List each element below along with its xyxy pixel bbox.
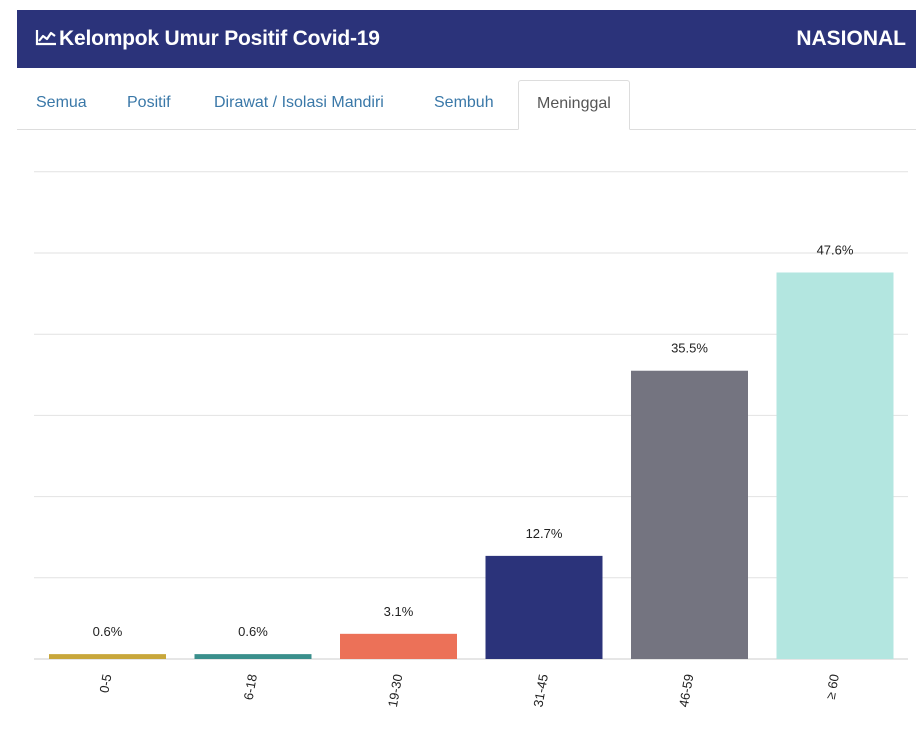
tab-sembuh[interactable]: Sembuh: [434, 94, 494, 111]
tab-semua[interactable]: Semua: [36, 94, 87, 111]
tab-meninggal[interactable]: Meninggal: [518, 80, 630, 130]
data-label-5: 47.6%: [817, 242, 854, 257]
bars: [49, 272, 894, 659]
bar-chart: 0.6% 0.6% 3.1% 12.7% 35.5% 47.6% 0-5 6-18 19-30…: [34, 171, 908, 708]
chart-title: Kelompok Umur Positif Covid-19: [59, 27, 380, 50]
grid-lines: [34, 171, 908, 660]
bar-2[interactable]: [340, 633, 457, 659]
data-label-3: 12.7%: [526, 526, 563, 541]
x-tick-label-1: 6-18: [241, 673, 260, 701]
bar-0[interactable]: [49, 654, 166, 659]
bar-1[interactable]: [194, 654, 312, 659]
x-tick-label-2: 19-30: [385, 673, 406, 708]
x-tick-label-5: ≥ 60: [823, 673, 842, 700]
tab-positif[interactable]: Positif: [127, 94, 171, 111]
chart-header: Kelompok Umur Positif Covid-19 NASIONAL: [17, 10, 916, 68]
bar-4[interactable]: [631, 370, 748, 659]
data-label-0: 0.6%: [93, 624, 123, 639]
x-tick-label-3: 31-45: [530, 673, 551, 708]
bar-3[interactable]: [485, 555, 603, 659]
data-label-2: 3.1%: [384, 604, 414, 619]
tab-dirawat[interactable]: Dirawat / Isolasi Mandiri: [214, 94, 384, 111]
x-tick-label-0: 0-5: [96, 673, 114, 694]
data-labels: 0.6% 0.6% 3.1% 12.7% 35.5% 47.6%: [93, 242, 854, 639]
x-tick-labels: 0-5 6-18 19-30 31-45 46-59 ≥ 60: [96, 673, 842, 708]
tab-bar: Semua Positif Dirawat / Isolasi Mandiri …: [17, 80, 916, 130]
scope-label: NASIONAL: [796, 27, 906, 50]
data-label-4: 35.5%: [671, 341, 708, 356]
title-wrap: Kelompok Umur Positif Covid-19: [35, 27, 380, 51]
line-chart-icon: [35, 28, 59, 51]
x-tick-label-4: 46-59: [676, 673, 697, 708]
bar-5[interactable]: [776, 272, 894, 659]
data-label-1: 0.6%: [238, 624, 268, 639]
